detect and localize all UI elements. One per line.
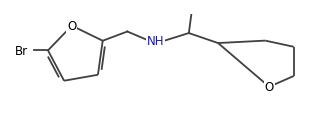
Text: O: O bbox=[265, 81, 274, 93]
Text: Br: Br bbox=[15, 45, 28, 57]
Text: NH: NH bbox=[147, 35, 164, 48]
Text: O: O bbox=[67, 20, 77, 33]
